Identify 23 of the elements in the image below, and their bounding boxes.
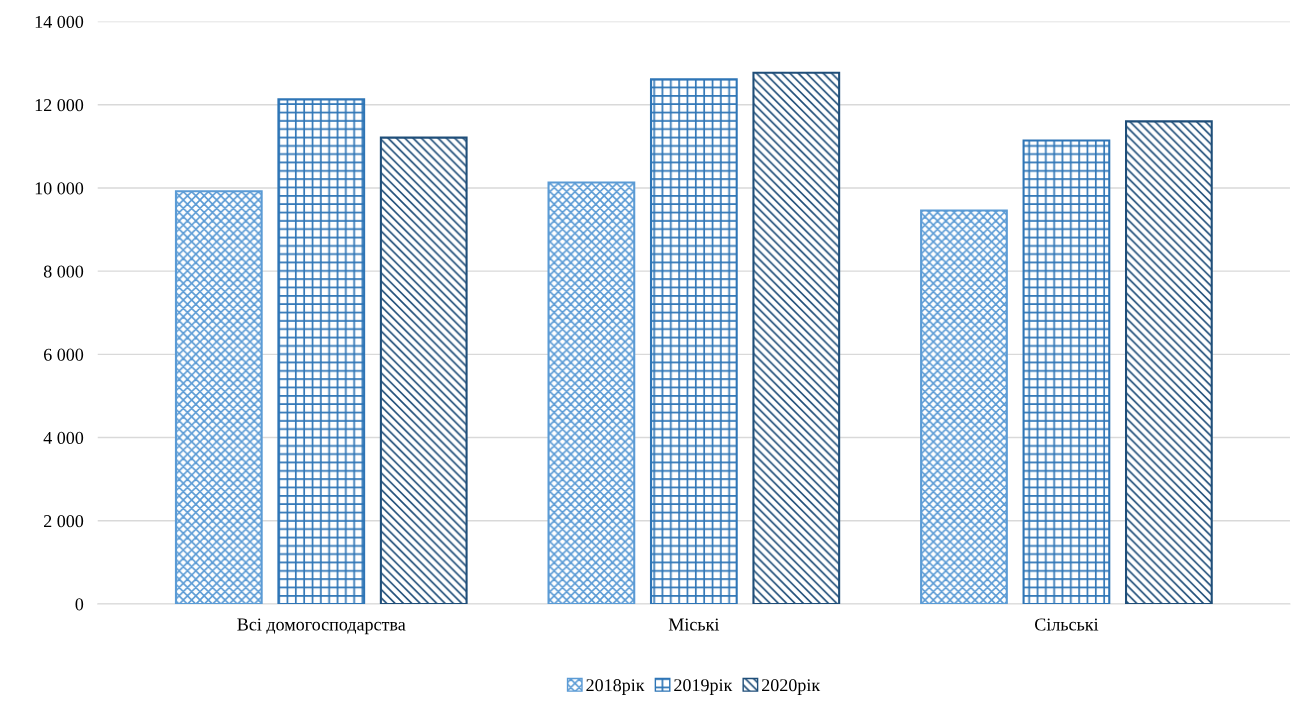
bar [174, 190, 263, 604]
bar [547, 181, 636, 604]
y-tick-label: 4 000 [43, 431, 84, 445]
y-tick-label: 0 [75, 598, 84, 611]
legend-label: 2020рік [762, 679, 821, 695]
bar [277, 98, 366, 604]
bar [649, 78, 738, 604]
y-tick-label: 10 000 [35, 182, 84, 195]
legend-label: 2019рік [674, 679, 733, 695]
bar [752, 71, 841, 604]
bar [1125, 120, 1213, 604]
bar [1022, 139, 1111, 604]
y-tick-label: 14 000 [35, 15, 84, 29]
x-tick-label: Сільські [1034, 618, 1099, 631]
x-tick-label: Міські [668, 618, 720, 631]
legend-label: 2018рік [586, 679, 645, 695]
x-tick-label: Всі домогосподарства [237, 618, 406, 635]
y-tick-label: 8 000 [43, 265, 84, 278]
y-tick-label: 2 000 [44, 515, 84, 528]
y-tick-label: 6 000 [43, 348, 84, 361]
y-tick-label: 12 000 [35, 99, 84, 112]
bar [920, 209, 1008, 604]
bar [379, 136, 468, 604]
